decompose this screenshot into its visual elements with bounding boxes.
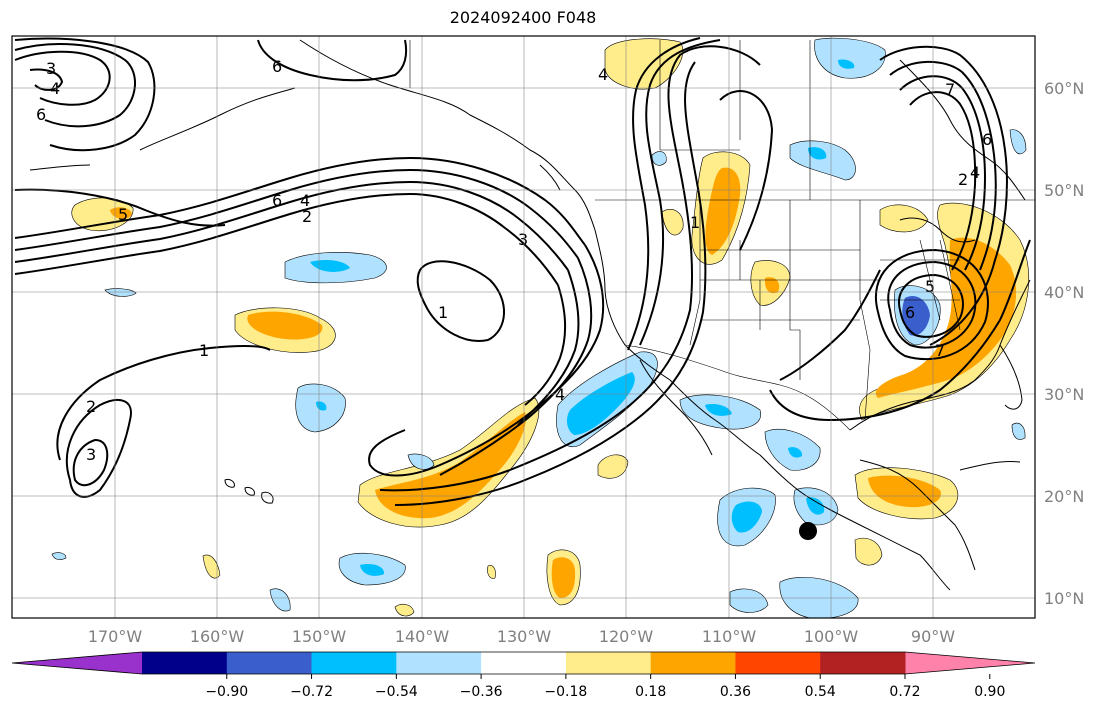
contour-label: 6 — [36, 105, 46, 124]
lat-label: 30°N — [1044, 385, 1084, 404]
contour-label: 6 — [272, 57, 282, 76]
map-frame — [11, 35, 1036, 619]
contour-label: 1 — [690, 213, 700, 232]
colorbar-tick-label: −0.54 — [375, 684, 418, 700]
contour-lines — [14, 37, 1031, 506]
lon-label: 120°W — [599, 627, 654, 646]
contour-label: 6 — [272, 191, 282, 210]
contour-label: 2 — [86, 397, 96, 416]
colorbar-extend-high — [905, 652, 1035, 674]
colorbar-tick-label: 0.18 — [635, 684, 666, 700]
colorbar-outline — [11, 651, 1036, 675]
colorbar-segment — [481, 652, 567, 674]
contour-label: 3 — [86, 445, 96, 464]
lon-label: 170°W — [88, 627, 143, 646]
lon-label: 140°W — [395, 627, 450, 646]
colorbar-segment — [735, 652, 821, 674]
colorbar-tick-label: −0.90 — [205, 684, 248, 700]
colorbar-tick-label: 0.72 — [889, 684, 920, 700]
contour-label: 3 — [46, 59, 56, 78]
colorbar-tick-label: −0.36 — [460, 684, 503, 700]
contour-label: 1 — [199, 341, 209, 360]
negative-anomaly-fills — [51, 37, 1027, 618]
colorbar-segment — [396, 652, 482, 674]
lon-label: 100°W — [804, 627, 859, 646]
contour-label: 5 — [925, 277, 935, 296]
colorbar: −0.90 −0.72 −0.54 −0.36 −0.18 0.18 0.36 0.54 0.7… — [11, 651, 1036, 700]
colorbar-segment — [565, 652, 652, 674]
colorbar-segment — [311, 652, 397, 674]
colorbar-extend-low — [12, 652, 142, 674]
colorbar-tick-label: 0.54 — [805, 684, 836, 700]
contour-label: 4 — [555, 385, 565, 404]
contour-label: 4 — [598, 65, 608, 84]
contour-label: 6 — [905, 303, 915, 322]
longitude-axis: 170°W 160°W 150°W 140°W 130°W 120°W 110°… — [88, 627, 955, 646]
colorbar-segment — [820, 652, 906, 674]
colorbar-tick-label: −0.72 — [290, 684, 333, 700]
lat-label: 40°N — [1044, 283, 1084, 302]
contour-label: 1 — [438, 303, 448, 322]
contour-label: 3 — [518, 230, 528, 249]
lon-label: 160°W — [190, 627, 245, 646]
map-title: 2024092400 F048 — [449, 8, 597, 27]
contour-label: 7 — [935, 341, 945, 360]
contour-labels-group: 3 4 6 6 5 6 4 2 3 1 1 2 3 4 1 5 6 7 2 6 … — [36, 57, 992, 464]
gridlines — [12, 36, 1035, 618]
colorbar-tick-label: 0.36 — [720, 684, 751, 700]
contour-label: 2 — [302, 207, 312, 226]
colorbar-segment — [650, 652, 736, 674]
contour-label: 7 — [945, 80, 955, 99]
contour-label: 4 — [300, 191, 310, 210]
lat-label: 10°N — [1044, 589, 1084, 608]
contour-label: 4 — [50, 79, 60, 98]
political-borders — [409, 40, 1035, 431]
colorbar-tick-label: 0.90 — [974, 684, 1005, 700]
lon-label: 90°W — [911, 627, 955, 646]
colorbar-segment — [226, 652, 313, 674]
lon-label: 150°W — [292, 627, 347, 646]
contour-label: 2 — [958, 170, 968, 189]
lat-label: 60°N — [1044, 79, 1084, 98]
lat-label: 50°N — [1044, 181, 1084, 200]
colorbar-segment — [142, 652, 228, 674]
colorbar-tick-label: −0.18 — [544, 684, 587, 700]
latitude-axis: 10°N 20°N 30°N 40°N 50°N 60°N — [1044, 79, 1084, 608]
lon-label: 110°W — [702, 627, 757, 646]
positive-anomaly-fills — [71, 38, 1029, 617]
contour-label: 6 — [982, 130, 992, 149]
contour-label: 4 — [970, 163, 980, 182]
lat-label: 20°N — [1044, 487, 1084, 506]
lon-label: 130°W — [497, 627, 552, 646]
contour-label: 5 — [118, 205, 128, 224]
location-marker — [799, 522, 817, 540]
